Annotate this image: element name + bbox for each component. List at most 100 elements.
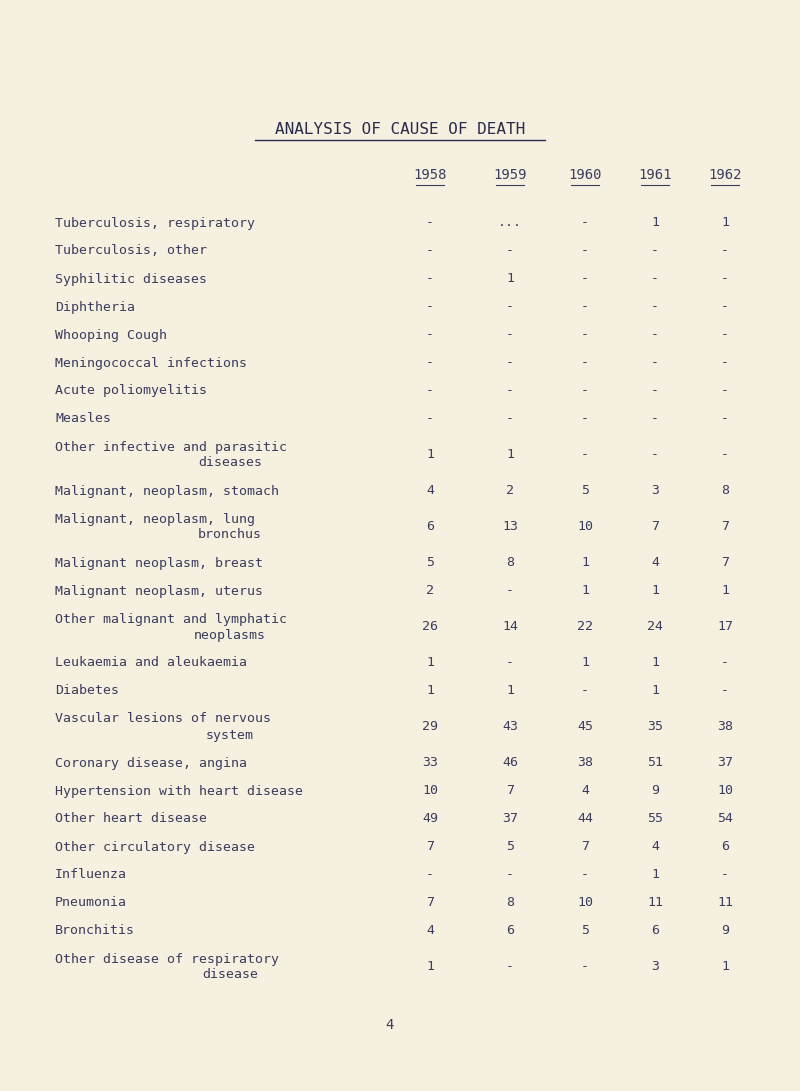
Text: 2: 2 xyxy=(506,484,514,497)
Text: -: - xyxy=(506,868,514,882)
Text: 44: 44 xyxy=(577,813,593,826)
Text: -: - xyxy=(426,244,434,257)
Text: 6: 6 xyxy=(721,840,729,853)
Text: 49: 49 xyxy=(422,813,438,826)
Text: ...: ... xyxy=(498,216,522,229)
Text: Coronary disease, angina: Coronary disease, angina xyxy=(55,756,247,769)
Text: 6: 6 xyxy=(651,924,659,937)
Text: 17: 17 xyxy=(717,621,733,634)
Text: 26: 26 xyxy=(422,621,438,634)
Text: Diabetes: Diabetes xyxy=(55,684,119,697)
Text: 4: 4 xyxy=(386,1018,394,1032)
Text: 1: 1 xyxy=(581,585,589,598)
Text: 1: 1 xyxy=(426,657,434,670)
Text: 33: 33 xyxy=(422,756,438,769)
Text: diseases: diseases xyxy=(198,456,262,469)
Text: 4: 4 xyxy=(426,484,434,497)
Text: -: - xyxy=(426,216,434,229)
Text: 1: 1 xyxy=(651,868,659,882)
Text: 29: 29 xyxy=(422,720,438,733)
Text: 1: 1 xyxy=(506,684,514,697)
Text: Malignant neoplasm, uterus: Malignant neoplasm, uterus xyxy=(55,585,263,598)
Text: -: - xyxy=(721,357,729,370)
Text: ANALYSIS OF CAUSE OF DEATH: ANALYSIS OF CAUSE OF DEATH xyxy=(275,122,525,137)
Text: 1: 1 xyxy=(651,216,659,229)
Text: -: - xyxy=(581,328,589,341)
Text: -: - xyxy=(426,412,434,425)
Text: Bronchitis: Bronchitis xyxy=(55,924,135,937)
Text: Malignant, neoplasm, lung: Malignant, neoplasm, lung xyxy=(55,513,255,526)
Text: Other disease of respiratory: Other disease of respiratory xyxy=(55,952,279,966)
Text: -: - xyxy=(581,868,589,882)
Text: 7: 7 xyxy=(426,897,434,910)
Text: -: - xyxy=(506,384,514,397)
Text: 1: 1 xyxy=(581,657,589,670)
Text: 35: 35 xyxy=(647,720,663,733)
Text: 1: 1 xyxy=(721,216,729,229)
Text: -: - xyxy=(581,960,589,973)
Text: -: - xyxy=(721,657,729,670)
Text: -: - xyxy=(651,244,659,257)
Text: 1: 1 xyxy=(426,684,434,697)
Text: -: - xyxy=(651,300,659,313)
Text: -: - xyxy=(651,412,659,425)
Text: 10: 10 xyxy=(577,520,593,533)
Text: Meningococcal infections: Meningococcal infections xyxy=(55,357,247,370)
Text: 22: 22 xyxy=(577,621,593,634)
Text: Vascular lesions of nervous: Vascular lesions of nervous xyxy=(55,712,271,726)
Text: -: - xyxy=(426,328,434,341)
Text: Other malignant and lymphatic: Other malignant and lymphatic xyxy=(55,612,287,625)
Text: -: - xyxy=(721,448,729,461)
Text: 43: 43 xyxy=(502,720,518,733)
Text: -: - xyxy=(581,384,589,397)
Text: -: - xyxy=(581,244,589,257)
Text: 54: 54 xyxy=(717,813,733,826)
Text: Acute poliomyelitis: Acute poliomyelitis xyxy=(55,384,207,397)
Text: -: - xyxy=(426,868,434,882)
Text: 1: 1 xyxy=(506,273,514,286)
Text: 6: 6 xyxy=(506,924,514,937)
Text: 10: 10 xyxy=(577,897,593,910)
Text: Leukaemia and aleukaemia: Leukaemia and aleukaemia xyxy=(55,657,247,670)
Text: disease: disease xyxy=(202,969,258,982)
Text: -: - xyxy=(506,300,514,313)
Text: -: - xyxy=(721,273,729,286)
Text: 1: 1 xyxy=(721,960,729,973)
Text: 45: 45 xyxy=(577,720,593,733)
Text: Pneumonia: Pneumonia xyxy=(55,897,127,910)
Text: 11: 11 xyxy=(647,897,663,910)
Text: -: - xyxy=(506,585,514,598)
Text: 4: 4 xyxy=(651,840,659,853)
Text: 1959: 1959 xyxy=(494,168,526,182)
Text: 1: 1 xyxy=(506,448,514,461)
Text: Hypertension with heart disease: Hypertension with heart disease xyxy=(55,784,303,798)
Text: 7: 7 xyxy=(721,520,729,533)
Text: 1: 1 xyxy=(426,960,434,973)
Text: Syphilitic diseases: Syphilitic diseases xyxy=(55,273,207,286)
Text: -: - xyxy=(581,684,589,697)
Text: 6: 6 xyxy=(426,520,434,533)
Text: Other infective and parasitic: Other infective and parasitic xyxy=(55,441,287,454)
Text: Tuberculosis, respiratory: Tuberculosis, respiratory xyxy=(55,216,255,229)
Text: 46: 46 xyxy=(502,756,518,769)
Text: Whooping Cough: Whooping Cough xyxy=(55,328,167,341)
Text: Other circulatory disease: Other circulatory disease xyxy=(55,840,255,853)
Text: 10: 10 xyxy=(422,784,438,798)
Text: -: - xyxy=(581,412,589,425)
Text: -: - xyxy=(506,328,514,341)
Text: bronchus: bronchus xyxy=(198,528,262,541)
Text: Measles: Measles xyxy=(55,412,111,425)
Text: -: - xyxy=(581,273,589,286)
Text: -: - xyxy=(506,357,514,370)
Text: 37: 37 xyxy=(502,813,518,826)
Text: -: - xyxy=(651,273,659,286)
Text: 1: 1 xyxy=(581,556,589,570)
Text: 3: 3 xyxy=(651,960,659,973)
Text: neoplasms: neoplasms xyxy=(194,628,266,642)
Text: Malignant, neoplasm, stomach: Malignant, neoplasm, stomach xyxy=(55,484,279,497)
Text: 11: 11 xyxy=(717,897,733,910)
Text: 8: 8 xyxy=(721,484,729,497)
Text: 5: 5 xyxy=(581,924,589,937)
Text: -: - xyxy=(651,384,659,397)
Text: 2: 2 xyxy=(426,585,434,598)
